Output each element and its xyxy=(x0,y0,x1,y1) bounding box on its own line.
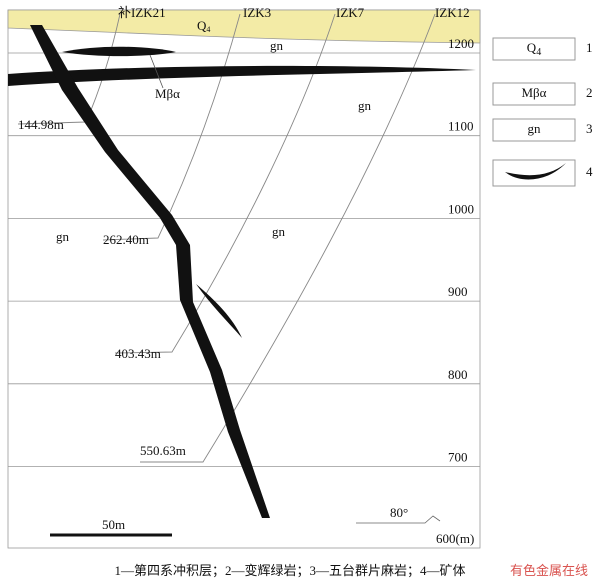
legend-number: 1 xyxy=(586,40,593,55)
elevation-label: 1100 xyxy=(448,119,474,134)
legend-box xyxy=(492,159,576,187)
q4-symbol: Q xyxy=(197,18,207,33)
rock-label: gn xyxy=(56,229,70,244)
q4-subscript: 4 xyxy=(206,25,210,34)
drill-hole-label: IZK12 xyxy=(435,5,470,20)
legend-number: 4 xyxy=(586,164,593,179)
depth-label: 403.43m xyxy=(115,346,161,361)
rock-label: Mβα xyxy=(155,86,180,101)
depth-label: 262.40m xyxy=(103,232,149,247)
q4-label: Q4 xyxy=(197,18,210,34)
elevation-label: 1000 xyxy=(448,201,474,216)
legend-number: 3 xyxy=(586,121,593,136)
elevation-label: 700 xyxy=(448,449,468,464)
drill-hole-label: IZK3 xyxy=(243,5,271,20)
ore-body xyxy=(30,25,270,518)
leader-line xyxy=(149,54,164,89)
dip-symbol xyxy=(356,515,441,524)
elevation-label: 1200 xyxy=(448,36,474,51)
legend-symbol: gn xyxy=(528,121,542,136)
diabase-layer xyxy=(8,65,476,86)
depth-label: 144.98m xyxy=(18,117,64,132)
rock-label: gn xyxy=(272,224,286,239)
legend-box xyxy=(492,82,576,106)
legend-number: 2 xyxy=(586,85,593,100)
legend-ore xyxy=(505,163,566,180)
ore-branch xyxy=(196,284,242,338)
elevation-label: 800 xyxy=(448,367,468,382)
rock-label: gn xyxy=(358,98,372,113)
legend-q: Q xyxy=(527,40,537,55)
elevation-label: 900 xyxy=(448,284,468,299)
legend-sub: 4 xyxy=(536,47,541,58)
diabase-lens xyxy=(62,46,176,57)
elevation-label: 600(m) xyxy=(436,531,474,546)
legend-symbol: Q4 xyxy=(527,40,541,58)
scale-label: 50m xyxy=(102,517,125,532)
dip-label: 80° xyxy=(390,505,408,520)
depth-label: 550.63m xyxy=(140,443,186,458)
legend-symbol: Mβα xyxy=(522,85,547,100)
drill-hole-label: IZK7 xyxy=(336,5,365,20)
quaternary-layer xyxy=(7,9,481,44)
legend-box xyxy=(492,118,576,142)
caption: 1—第四系冲积层；2—变辉绿岩；3—五台群片麻岩；4—矿体 xyxy=(114,563,465,579)
legend-box xyxy=(492,37,576,61)
rock-label: gn xyxy=(270,38,284,53)
watermark: 有色金属在线 xyxy=(510,563,588,578)
drill-hole-label: 补IZK21 xyxy=(118,5,166,20)
